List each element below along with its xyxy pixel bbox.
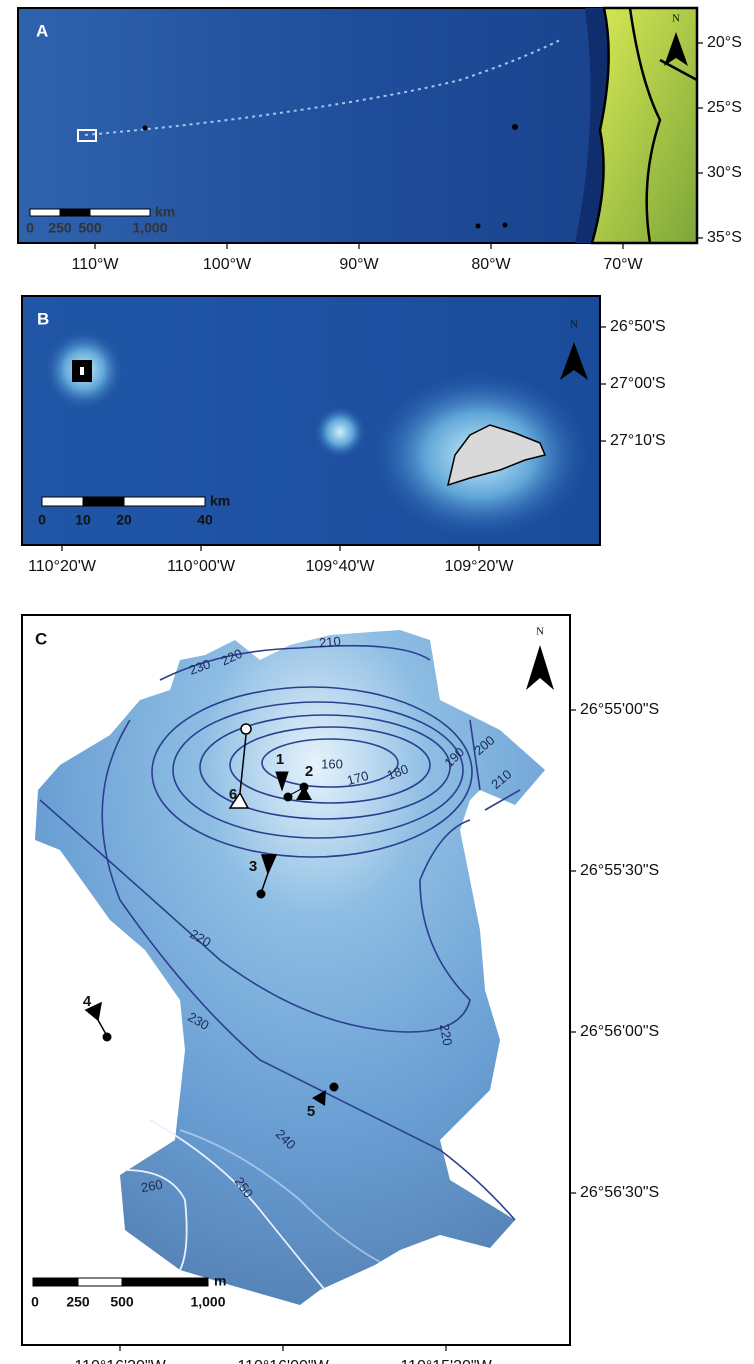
station-marker (257, 890, 266, 899)
lon-label: 70°W (603, 256, 643, 273)
lat-label: 26°55'00"S (580, 701, 659, 718)
lat-label: 35°S (707, 229, 742, 246)
panel-label: C (35, 629, 47, 648)
island (143, 126, 148, 131)
lon-label: 110°16'00"W (237, 1358, 329, 1364)
scale-label: 0 (38, 512, 46, 528)
scale-unit: m (214, 1273, 226, 1289)
north-label: N (570, 319, 578, 331)
station-label: 5 (307, 1103, 315, 1120)
lon-label: 80°W (471, 256, 511, 273)
station-label: 2 (305, 763, 313, 780)
lon-label: 109°40'W (305, 558, 375, 575)
station-marker (300, 783, 309, 792)
lat-label: 26°50'S (610, 318, 666, 335)
lat-label: 20°S (707, 34, 742, 51)
station-marker (284, 793, 293, 802)
lat-label: 27°10'S (610, 432, 666, 449)
station-label: 4 (83, 993, 92, 1010)
scale-bar (90, 209, 150, 216)
contour-label: 160 (321, 756, 343, 771)
lon-label: 110°16'30"W (74, 1358, 166, 1364)
scale-bar (33, 1278, 78, 1286)
seamount (314, 406, 366, 458)
station-marker (241, 724, 251, 734)
north-label: N (536, 626, 544, 638)
lon-label: 110°15'30"W (400, 1358, 492, 1364)
lon-label: 90°W (339, 256, 379, 273)
lat-label: 27°00'S (610, 375, 666, 392)
panel-label: B (37, 309, 49, 328)
station-label: 3 (249, 858, 257, 875)
station-label: 6 (229, 786, 237, 803)
lon-label: 100°W (203, 256, 252, 273)
scale-bar (124, 497, 205, 506)
island (512, 124, 518, 130)
lon-label: 109°20'W (444, 558, 514, 575)
station-label: 1 (276, 751, 284, 768)
land (592, 8, 697, 243)
scale-bar (60, 209, 90, 216)
station-marker (330, 1083, 339, 1092)
panel-label: A (36, 21, 48, 40)
contour-label: 210 (318, 634, 341, 651)
lon-label: 110°W (71, 256, 119, 273)
island (476, 224, 481, 229)
lat-label: 26°55'30"S (580, 862, 659, 879)
scale-label: 0 (31, 1294, 39, 1310)
lat-label: 26°56'30"S (580, 1184, 659, 1201)
scale-bar (42, 497, 83, 506)
figure: A N km 0 250 500 1,000 20°S25°S30°S35°S1… (0, 0, 754, 1364)
scale-label: 10 (75, 512, 91, 528)
lat-label: 26°56'00"S (580, 1023, 659, 1040)
scale-bar (83, 497, 124, 506)
lon-label: 110°20'W (28, 558, 97, 575)
scale-label: 1,000 (190, 1294, 225, 1310)
scale-bar (78, 1278, 122, 1286)
lat-label: 25°S (707, 99, 742, 116)
scale-label: 0 (26, 220, 34, 236)
scale-label: 500 (78, 220, 102, 236)
scale-bar (30, 209, 60, 216)
scale-unit: km (210, 493, 230, 509)
scale-label: 1,000 (132, 220, 167, 236)
station-marker (103, 1033, 112, 1042)
study-area (80, 367, 84, 375)
scale-label: 500 (110, 1294, 134, 1310)
scale-label: 20 (116, 512, 132, 528)
lon-label: 110°00'W (167, 558, 236, 575)
lat-label: 30°S (707, 164, 742, 181)
scale-label: 250 (48, 220, 72, 236)
island (503, 223, 508, 228)
scale-bar (122, 1278, 208, 1286)
scale-label: 250 (66, 1294, 90, 1310)
scale-label: 40 (197, 512, 213, 528)
north-label: N (672, 13, 680, 25)
scale-unit: km (155, 204, 175, 220)
